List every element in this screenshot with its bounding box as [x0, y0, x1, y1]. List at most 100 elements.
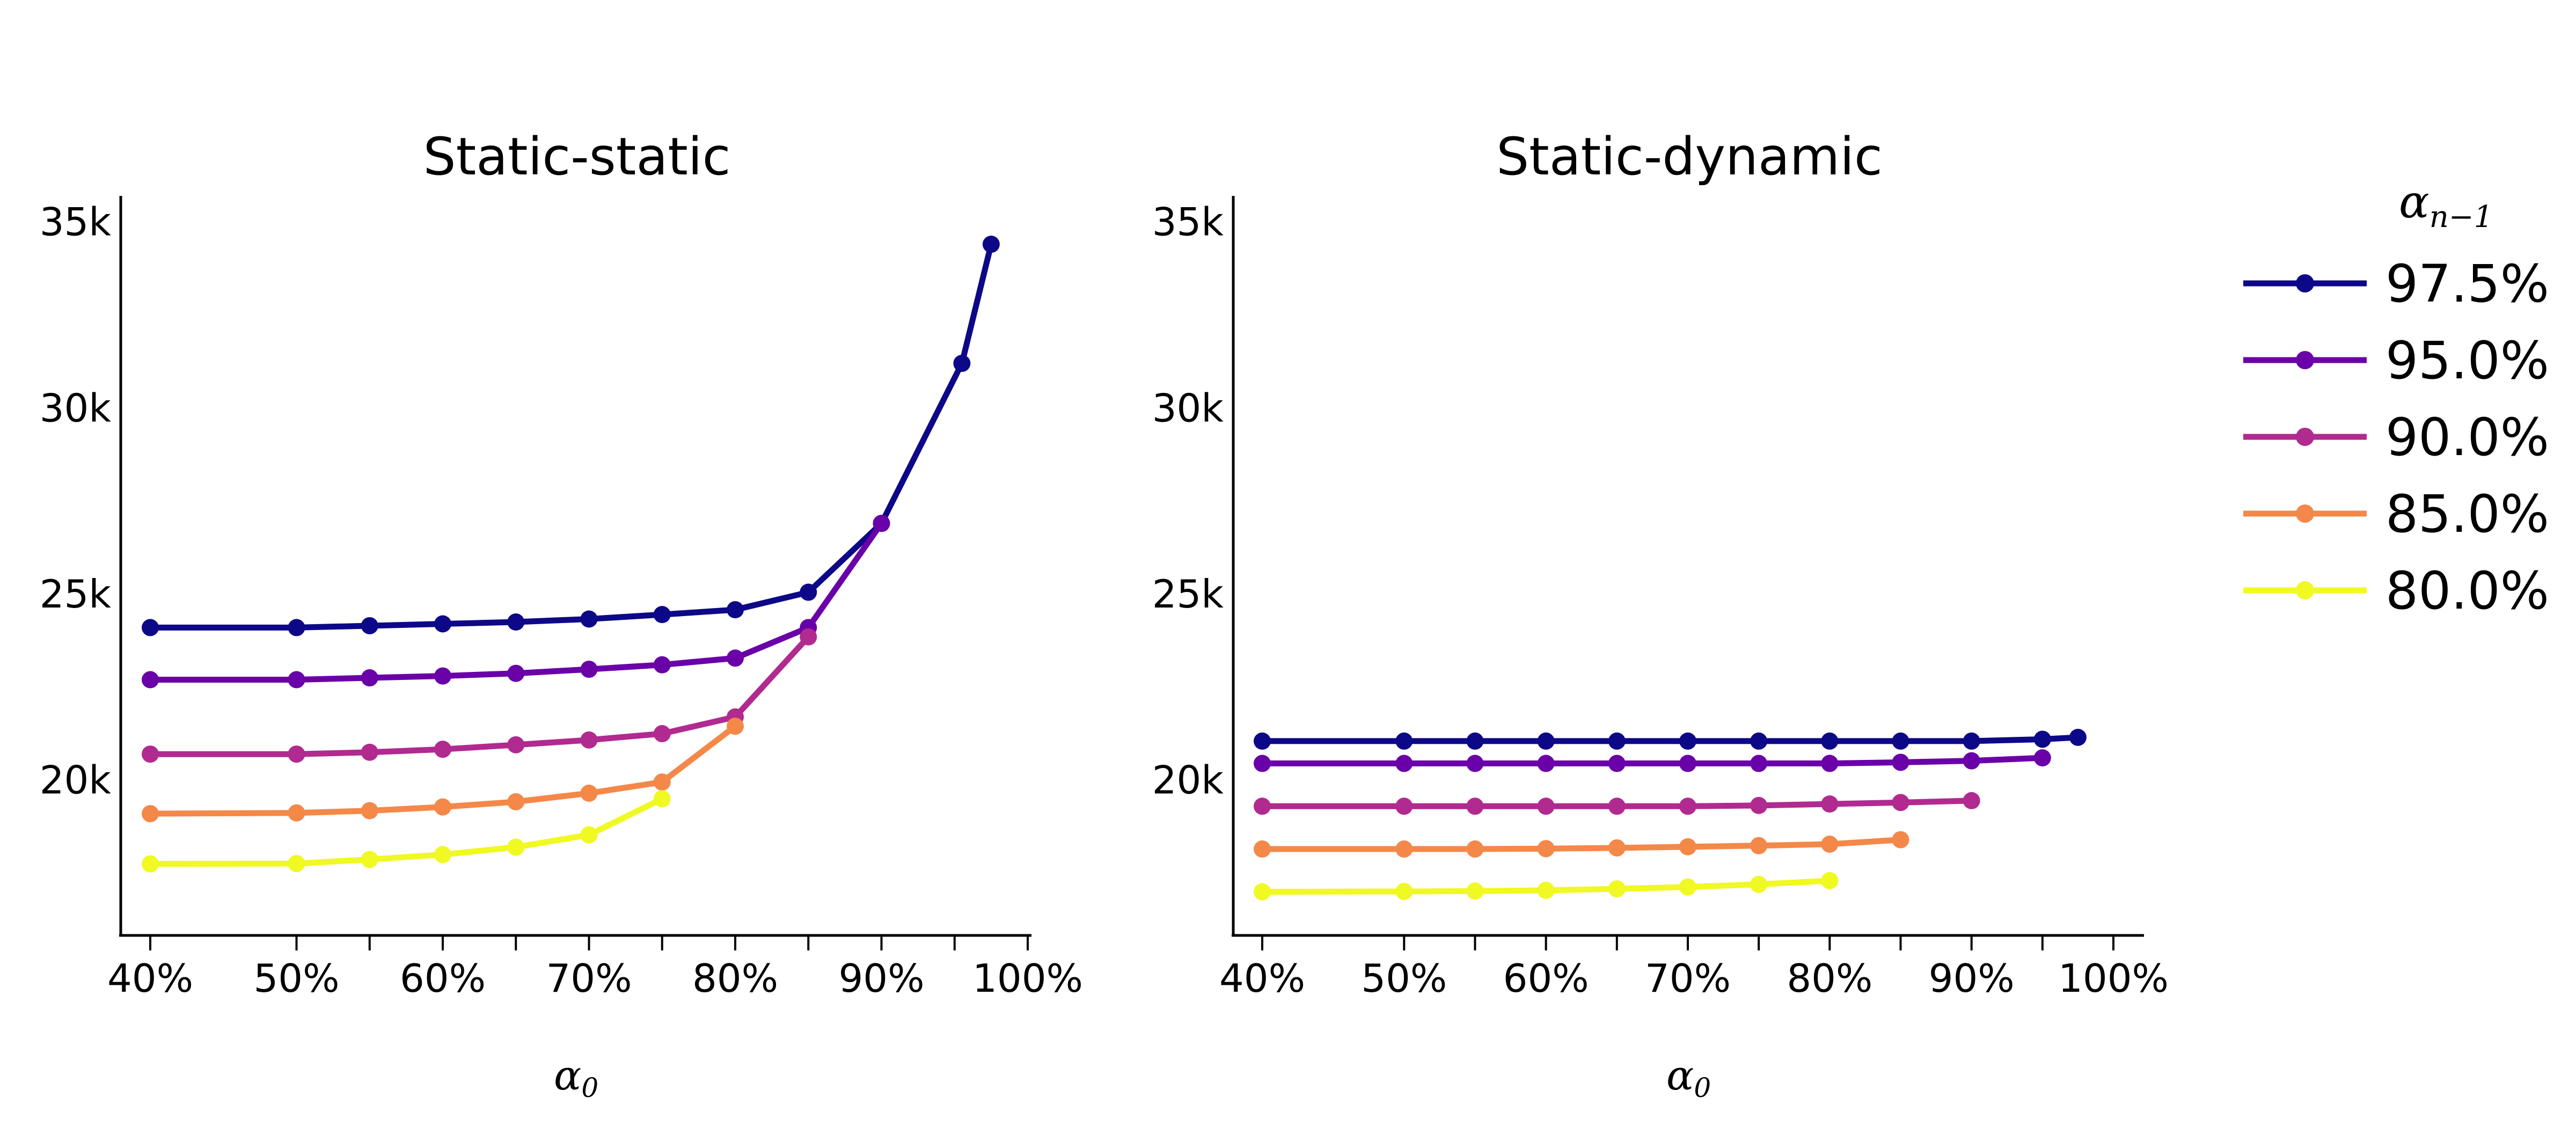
data-point-95-0pct-right [1254, 755, 1271, 772]
x-axis-label-symbol-right: α [1666, 1051, 1694, 1099]
chart-title-static-dynamic: Static-dynamic [1496, 127, 1883, 187]
chart-title-static-static: Static-static [423, 127, 731, 187]
data-point-95-0pct-right [1466, 755, 1484, 772]
data-point-80-0pct-right [1537, 882, 1555, 899]
x-tick-label-left: 90% [838, 956, 924, 1001]
x-axis-label-left: α0 [554, 1051, 598, 1103]
x-tick-label-right: 40% [1219, 956, 1305, 1001]
data-point-85-0pct-right [1608, 839, 1626, 857]
data-point-85-0pct-left [434, 798, 451, 816]
x-tick-label-left: 40% [107, 956, 193, 1001]
data-point-90-0pct-right [1537, 797, 1555, 815]
data-point-90-0pct-right [1254, 797, 1271, 815]
data-point-95-0pct-left [580, 661, 598, 678]
data-point-97-5pct-left [507, 613, 525, 631]
legend-title-symbol: α [2399, 175, 2429, 228]
data-point-95-0pct-left [361, 669, 378, 687]
x-tick-label-right: 70% [1645, 956, 1731, 1001]
data-point-90-0pct-right [1750, 796, 1768, 814]
data-point-97-5pct-left [727, 601, 744, 619]
panel-static-static: Static-static 40% 50% 60% 70% 80% 90% 100% 20k 2… [40, 127, 1083, 1103]
data-point-90-0pct-left [288, 745, 305, 763]
data-point-85-0pct-right [1892, 831, 1909, 848]
legend-title: αn−1 [2399, 175, 2493, 235]
legend-label-85-0pct: 85.0% [2385, 484, 2549, 544]
data-point-97-5pct-left [800, 583, 817, 601]
data-point-97-5pct-left [434, 615, 451, 633]
data-point-97-5pct-right [2033, 730, 2051, 748]
data-point-80-0pct-right [1608, 880, 1626, 898]
data-point-95-0pct-right [1537, 755, 1555, 772]
data-point-97-5pct-right [1963, 732, 1980, 750]
data-point-85-0pct-right [1821, 836, 1839, 853]
data-point-90-0pct-right [1963, 792, 1980, 809]
series-line-97-5pct-right [1262, 734, 2079, 744]
data-point-90-0pct-right [1466, 797, 1484, 815]
data-point-80-0pct-left [653, 790, 671, 808]
data-point-97-5pct-left [361, 617, 378, 634]
data-point-85-0pct-right [1537, 840, 1555, 858]
series-line-95-0pct-left [150, 522, 884, 683]
data-point-90-0pct-left [580, 731, 598, 749]
data-point-95-0pct-right [1608, 755, 1626, 772]
data-point-97-5pct-right [1254, 732, 1271, 750]
data-point-95-0pct-right [1679, 755, 1696, 772]
data-point-90-0pct-left [142, 745, 159, 763]
data-point-90-0pct-left [507, 736, 525, 753]
data-point-85-0pct-left [507, 793, 525, 810]
data-point-85-0pct-right [1254, 840, 1271, 858]
data-point-95-0pct-right [1750, 755, 1768, 772]
data-point-80-0pct-left [361, 851, 378, 868]
y-tick-label-left: 35k [40, 200, 112, 245]
data-point-97-5pct-right [1821, 732, 1839, 750]
data-point-95-0pct-left [653, 656, 671, 674]
panel-static-dynamic: Static-dynamic 40% 50% 60% 70% 80% 90% 100% 20k… [1152, 127, 2169, 1103]
data-point-80-0pct-left [142, 855, 159, 873]
y-tick-label-left: 25k [40, 572, 112, 617]
data-point-97-5pct-right [1466, 732, 1484, 750]
x-tick-label-right: 90% [1929, 956, 2015, 1001]
data-point-97-5pct-right [1537, 732, 1555, 750]
data-point-97-5pct-left [288, 619, 305, 636]
series-line-95-0pct-right [1262, 755, 2043, 767]
legend-title-subscript: n−1 [2429, 200, 2493, 235]
data-point-85-0pct-right [1679, 838, 1696, 855]
x-tick-label-left: 50% [253, 956, 339, 1001]
data-point-90-0pct-left [361, 743, 378, 761]
x-tick-label-left: 60% [400, 956, 486, 1001]
data-point-97-5pct-right [1892, 732, 1909, 750]
legend-label-97-5pct: 97.5% [2385, 254, 2549, 314]
data-point-97-5pct-left [982, 236, 1000, 253]
legend-label-95-0pct: 95.0% [2385, 331, 2549, 391]
y-tick-label-left: 30k [40, 385, 112, 430]
x-axis-label-subscript-right: 0 [1694, 1072, 1711, 1103]
x-axis-label-symbol-left: α [554, 1051, 581, 1099]
x-tick-label-left: 80% [692, 956, 778, 1001]
data-point-97-5pct-right [2069, 728, 2087, 746]
data-point-85-0pct-left [727, 718, 744, 735]
data-point-97-5pct-left [142, 619, 159, 636]
data-point-95-0pct-left [507, 664, 525, 682]
y-tick-label-right: 35k [1152, 200, 1224, 245]
data-point-97-5pct-left [580, 610, 598, 628]
data-point-97-5pct-right [1750, 732, 1768, 750]
data-point-95-0pct-right [1963, 752, 1980, 770]
data-point-95-0pct-right [1821, 755, 1839, 772]
data-point-97-5pct-right [1395, 732, 1413, 750]
x-tick-label-right: 80% [1787, 956, 1872, 1001]
data-point-85-0pct-right [1750, 837, 1768, 854]
data-point-97-5pct-left [953, 355, 971, 372]
data-point-95-0pct-right [1892, 753, 1909, 771]
x-axis-label-right: α0 [1666, 1051, 1711, 1103]
data-point-90-0pct-left [800, 628, 817, 646]
data-point-97-5pct-right [1608, 732, 1626, 750]
ticks-left: 40% 50% 60% 70% 80% 90% 100% 20k 25k 30k 35k [40, 200, 1083, 1001]
x-tick-label-left: 100% [972, 956, 1083, 1001]
data-point-85-0pct-left [142, 805, 159, 823]
data-point-97-5pct-right [1679, 732, 1696, 750]
data-point-95-0pct-left [142, 671, 159, 689]
data-point-95-0pct-left [873, 515, 890, 532]
series-line-90-0pct-left [150, 635, 811, 757]
series-line-90-0pct-right [1262, 797, 1972, 809]
